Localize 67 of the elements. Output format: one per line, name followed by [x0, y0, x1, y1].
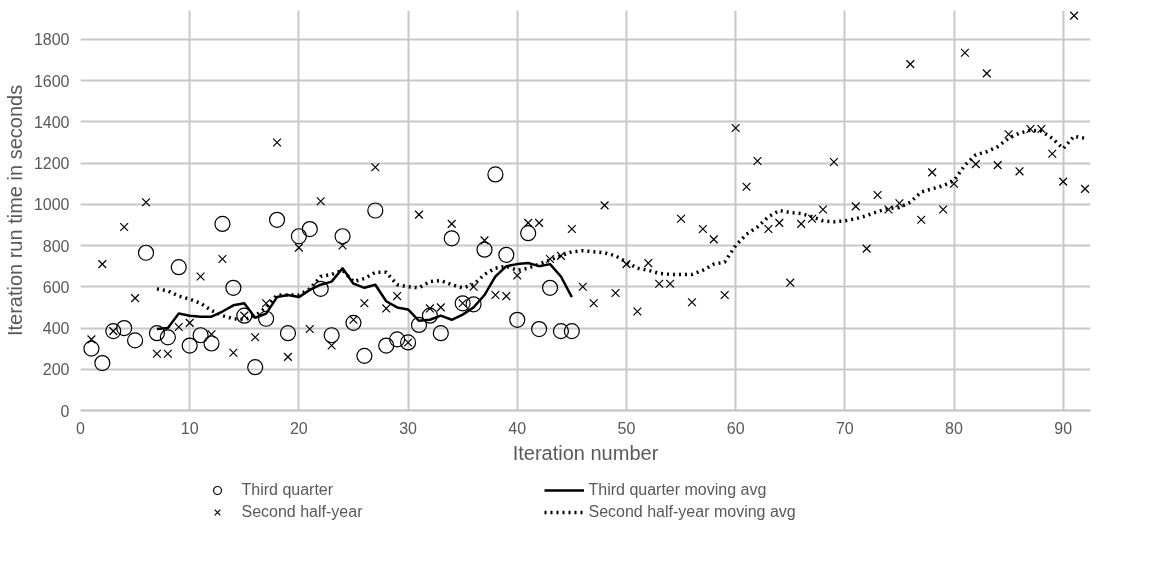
point [345, 314, 362, 331]
point [432, 325, 449, 342]
point [421, 307, 439, 324]
y-tick-label: 800 [42, 237, 70, 255]
point [334, 228, 351, 245]
x-tick-label: 40 [508, 419, 527, 437]
y-tick-label: 1400 [33, 113, 70, 131]
point [476, 241, 493, 258]
x-tick-label: 10 [180, 419, 199, 437]
point [290, 228, 307, 245]
point [323, 327, 340, 344]
point [378, 337, 395, 354]
point [203, 335, 220, 352]
point [563, 323, 580, 340]
point [465, 296, 482, 313]
legend-label: Second half-year moving avg [588, 503, 797, 521]
x-tick-label: 30 [399, 419, 418, 437]
point [83, 340, 100, 357]
point [487, 166, 504, 183]
point [279, 325, 297, 342]
point [258, 310, 275, 327]
point [541, 279, 559, 296]
point [137, 244, 155, 261]
point [520, 225, 537, 242]
point [530, 320, 548, 338]
y-axis-title: Iteration run time in seconds [3, 84, 26, 337]
legend-label: Third quarter moving avg [588, 481, 768, 499]
y-tick-label: 1800 [33, 31, 70, 49]
y-tick-label: 0 [60, 402, 70, 420]
point [214, 215, 231, 232]
point [170, 259, 187, 276]
point [389, 331, 406, 348]
point [443, 230, 460, 247]
point [356, 347, 373, 364]
point [312, 280, 329, 297]
point [247, 359, 264, 376]
point [454, 295, 471, 312]
x-tick-label: 80 [945, 419, 964, 437]
point [159, 329, 176, 346]
legend-label: Second half-year [241, 503, 364, 521]
point [410, 316, 428, 334]
x-tick-label: 60 [726, 419, 745, 437]
y-tick-label: 1200 [33, 155, 70, 173]
point [367, 202, 384, 219]
y-tick-label: 1000 [33, 196, 70, 214]
legend-label: Third quarter [241, 481, 335, 499]
x-tick-label: 20 [289, 419, 308, 437]
y-tick-label: 1600 [33, 72, 70, 90]
point [268, 211, 286, 228]
point [225, 279, 242, 296]
point [301, 220, 318, 238]
point [181, 337, 198, 354]
x-axis-title: Iteration number [512, 441, 659, 464]
point [94, 354, 111, 372]
x-tick-label: 50 [617, 419, 636, 437]
point [509, 311, 526, 328]
y-tick-label: 400 [42, 320, 70, 338]
point [498, 246, 515, 263]
y-tick-label: 200 [42, 361, 70, 379]
x-tick-label: 70 [835, 419, 854, 437]
point [116, 319, 133, 337]
x-tick-label: 90 [1054, 419, 1073, 437]
x-tick-label: 0 [76, 419, 86, 437]
point [126, 332, 144, 349]
y-tick-label: 600 [42, 278, 70, 296]
point [148, 325, 166, 342]
point [552, 323, 570, 340]
